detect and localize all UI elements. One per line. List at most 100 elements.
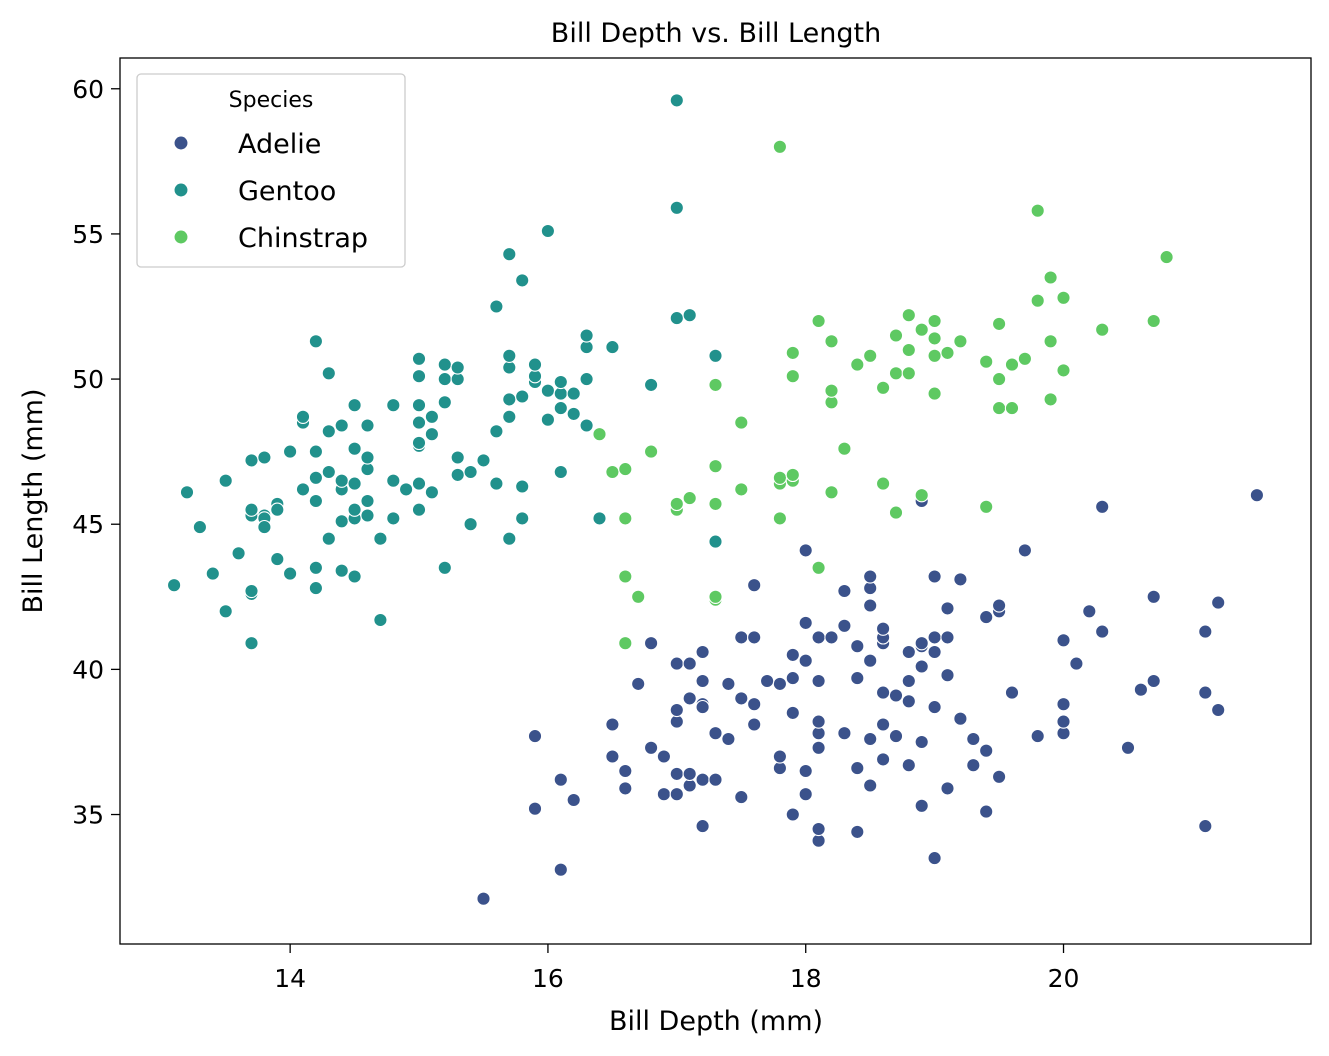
x-tick-label-3: 20 [1048, 964, 1080, 993]
point-adelie-29 [850, 760, 865, 776]
point-adelie-24 [695, 772, 710, 787]
point-chinstrap-63 [1043, 270, 1058, 285]
point-adelie-38 [643, 740, 659, 755]
point-adelie-91 [785, 647, 800, 663]
point-adelie-127 [1095, 499, 1110, 514]
point-gentoo-44 [347, 441, 362, 456]
point-adelie-107 [940, 601, 955, 616]
point-gentoo-87 [502, 247, 517, 262]
point-adelie-132 [811, 740, 826, 755]
point-adelie-106 [940, 630, 955, 645]
point-gentoo-7 [244, 636, 259, 651]
point-adelie-78 [1146, 673, 1161, 689]
point-adelie-14 [669, 787, 684, 802]
point-gentoo-79 [489, 476, 504, 491]
point-chinstrap-38 [888, 366, 904, 381]
legend-title: Species [229, 88, 314, 113]
point-chinstrap-47 [927, 331, 942, 346]
point-adelie-121 [863, 569, 878, 584]
point-gentoo-9 [244, 583, 259, 599]
point-adelie-96 [837, 618, 852, 633]
point-gentoo-75 [450, 360, 465, 375]
point-adelie-122 [927, 569, 942, 584]
point-gentoo-97 [540, 223, 556, 239]
point-gentoo-103 [566, 386, 581, 401]
point-gentoo-49 [360, 450, 375, 465]
y-tick-label-2: 45 [72, 510, 104, 539]
point-adelie-52 [888, 728, 904, 744]
point-chinstrap-52 [979, 354, 994, 369]
point-adelie-13 [656, 787, 672, 802]
y-axis-title: Bill Length (mm) [18, 389, 49, 614]
point-adelie-72 [901, 673, 916, 689]
point-gentoo-110 [643, 377, 659, 393]
point-adelie-66 [785, 670, 800, 686]
point-adelie-114 [1095, 624, 1110, 639]
point-gentoo-102 [566, 406, 581, 422]
point-adelie-92 [798, 653, 813, 668]
point-gentoo-28 [308, 470, 324, 485]
point-chinstrap-32 [837, 441, 852, 456]
point-gentoo-72 [450, 467, 465, 483]
point-chinstrap-55 [991, 316, 1007, 332]
point-gentoo-77 [463, 464, 478, 480]
point-chinstrap-31 [824, 334, 839, 349]
point-gentoo-112 [669, 200, 684, 215]
point-gentoo-34 [321, 366, 336, 381]
point-adelie-30 [966, 758, 981, 773]
point-adelie-95 [824, 630, 839, 645]
point-chinstrap-43 [914, 488, 929, 503]
y-axis-ticks: 35 40 45 50 55 60 [72, 75, 120, 830]
point-gentoo-11 [244, 502, 259, 517]
point-adelie-17 [798, 787, 813, 802]
point-adelie-50 [863, 731, 878, 747]
x-axis-title: Bill Depth (mm) [609, 1006, 823, 1037]
point-gentoo-115 [708, 534, 723, 549]
point-adelie-1 [553, 862, 568, 877]
point-gentoo-63 [411, 369, 427, 384]
point-adelie-63 [734, 691, 749, 706]
point-adelie-98 [863, 653, 878, 668]
point-chinstrap-68 [1159, 249, 1174, 265]
point-gentoo-2 [192, 519, 208, 535]
point-adelie-81 [631, 676, 646, 692]
point-gentoo-104 [579, 418, 594, 433]
point-chinstrap-36 [875, 380, 891, 395]
point-adelie-58 [1056, 697, 1071, 712]
point-adelie-131 [721, 731, 736, 747]
point-gentoo-78 [476, 453, 491, 468]
x-tick-label-2: 18 [790, 964, 822, 993]
point-gentoo-32 [321, 424, 336, 439]
point-adelie-10 [785, 807, 800, 822]
point-chinstrap-65 [1056, 290, 1071, 305]
point-chinstrap-42 [901, 308, 916, 323]
legend-marker-gentoo [173, 182, 189, 198]
point-gentoo-68 [437, 560, 452, 575]
point-gentoo-45 [347, 398, 362, 413]
point-adelie-74 [927, 644, 942, 660]
point-adelie-26 [618, 763, 633, 779]
legend-marker-chinstrap [173, 229, 189, 245]
point-chinstrap-15 [708, 377, 723, 393]
point-adelie-60 [682, 691, 697, 706]
point-chinstrap-30 [824, 383, 839, 398]
point-chinstrap-58 [1017, 351, 1033, 366]
point-gentoo-101 [553, 374, 568, 390]
point-chinstrap-10 [682, 490, 697, 506]
point-adelie-105 [927, 630, 942, 645]
point-adelie-79 [1198, 685, 1213, 700]
point-adelie-7 [527, 801, 543, 816]
point-adelie-23 [682, 766, 697, 782]
point-adelie-47 [747, 717, 762, 732]
point-gentoo-6 [231, 546, 246, 561]
point-chinstrap-7 [643, 444, 659, 459]
point-chinstrap-12 [708, 589, 723, 604]
point-chinstrap-62 [1043, 334, 1058, 349]
legend-label-chinstrap: Chinstrap [238, 223, 368, 254]
point-gentoo-95 [540, 412, 556, 427]
point-chinstrap-33 [850, 357, 865, 372]
point-chinstrap-26 [811, 560, 826, 575]
point-chinstrap-6 [631, 589, 646, 604]
point-adelie-18 [863, 778, 878, 793]
point-adelie-16 [618, 781, 633, 796]
